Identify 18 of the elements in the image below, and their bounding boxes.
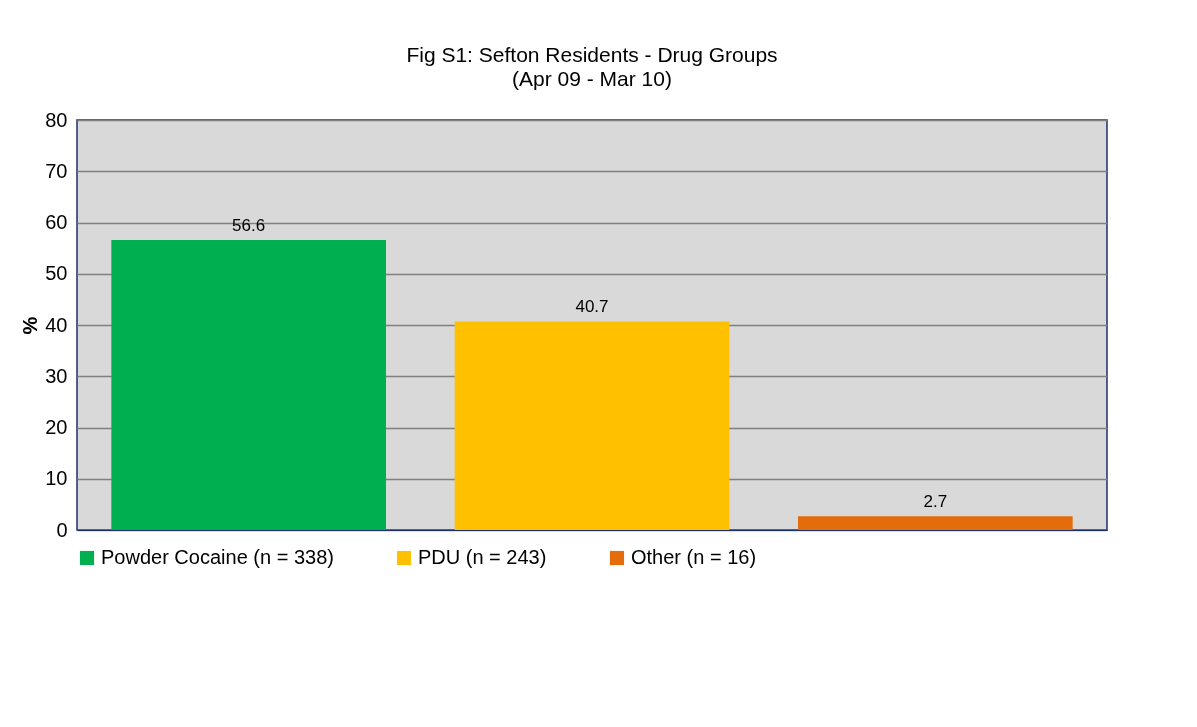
legend-label: Other (n = 16) xyxy=(631,546,757,568)
data-label: 56.6 xyxy=(232,215,266,235)
y-tick-label: 0 xyxy=(56,518,68,541)
y-tick-label: 70 xyxy=(45,159,68,182)
data-label: 40.7 xyxy=(575,297,609,317)
data-label: 2.7 xyxy=(923,492,948,512)
y-tick-label: 80 xyxy=(45,108,68,131)
y-tick-label: 40 xyxy=(45,313,68,336)
chart-title: Fig S1: Sefton Residents - Drug Groups xyxy=(406,43,778,66)
y-tick-label: 60 xyxy=(45,211,68,233)
y-tick-label: 50 xyxy=(45,262,68,285)
chart-subtitle: (Apr 09 - Mar 10) xyxy=(512,67,672,90)
y-tick-label: 30 xyxy=(45,364,68,387)
y-tick-label: 10 xyxy=(45,467,68,490)
y-tick-label: 20 xyxy=(45,416,68,438)
y-axis-title: % xyxy=(19,316,42,335)
legend-label: Powder Cocaine (n = 338) xyxy=(101,546,334,568)
legend-label: PDU (n = 243) xyxy=(418,546,547,568)
